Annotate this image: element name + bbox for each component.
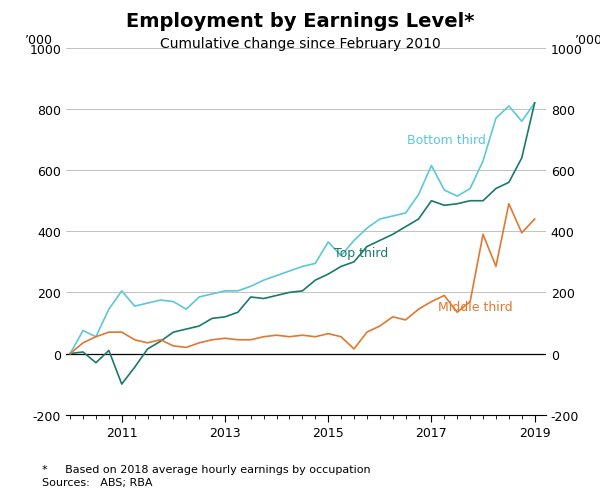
Text: Bottom third: Bottom third: [407, 134, 485, 147]
Text: ’000: ’000: [575, 34, 600, 47]
Text: *     Based on 2018 average hourly earnings by occupation: * Based on 2018 average hourly earnings …: [42, 464, 371, 473]
Text: ’000: ’000: [25, 34, 53, 47]
Text: Cumulative change since February 2010: Cumulative change since February 2010: [160, 37, 440, 51]
Text: Employment by Earnings Level*: Employment by Earnings Level*: [126, 12, 474, 31]
Text: Top third: Top third: [334, 246, 389, 260]
Text: Middle third: Middle third: [437, 300, 512, 313]
Text: Sources:   ABS; RBA: Sources: ABS; RBA: [42, 477, 152, 487]
